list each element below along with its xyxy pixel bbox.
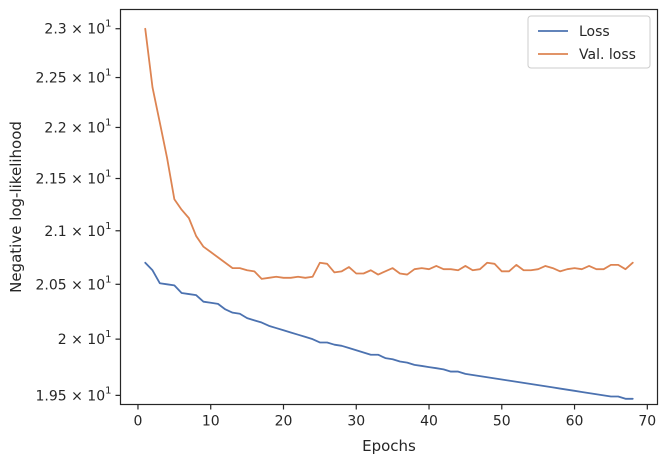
y-tick-label: 2.15 × 101 (36, 169, 112, 188)
y-tick-label: 2 × 101 (58, 329, 112, 348)
x-axis-label: Epochs (362, 437, 416, 455)
y-tick-label: 2.3 × 101 (44, 19, 111, 38)
series-line-loss (144, 261, 634, 400)
legend-label-loss: Loss (579, 24, 610, 40)
y-tick-label: 2.2 × 101 (44, 117, 111, 136)
legend-label-val-loss: Val. loss (579, 47, 636, 63)
x-tick-label: 70 (638, 414, 656, 430)
x-tick-label: 20 (275, 414, 293, 430)
plot-frame (119, 8, 659, 406)
x-tick-label: 60 (566, 414, 584, 430)
y-tick-label: 1.95 × 101 (36, 385, 112, 404)
y-axis-label: Negative log-likelihood (7, 121, 25, 293)
y-tick-label: 2.1 × 101 (44, 221, 111, 240)
legend-box (527, 15, 651, 69)
x-tick-label: 50 (493, 414, 511, 430)
y-tick-label: 2.05 × 101 (36, 274, 112, 293)
series-line-val-loss (144, 27, 634, 280)
y-axis: 1.95 × 101 2 × 101 2.05 × 101 2.1 × 101 2.15… (36, 19, 121, 404)
x-tick-label: 30 (347, 414, 365, 430)
x-tick-label: 10 (202, 414, 220, 430)
x-axis: 0 10 20 30 40 50 60 70 (134, 404, 656, 430)
y-tick-label: 2.25 × 101 (36, 68, 112, 87)
x-tick-label: 0 (134, 414, 143, 430)
x-tick-label: 40 (420, 414, 438, 430)
legend: Loss Val. loss (527, 15, 651, 69)
plot-lines (144, 27, 634, 400)
